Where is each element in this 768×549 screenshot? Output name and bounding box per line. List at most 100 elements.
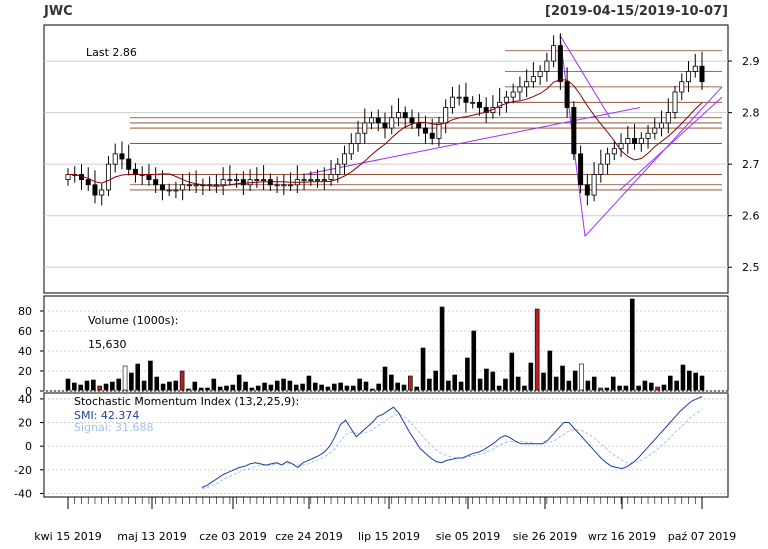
x-tick-label: wrz 16 2019	[588, 530, 656, 543]
volume-bar	[458, 381, 464, 391]
candle-body	[375, 117, 381, 124]
candle-body	[699, 65, 705, 83]
candle-body	[308, 179, 314, 182]
candle-body	[638, 137, 644, 144]
candle-body	[524, 81, 530, 88]
volume-bar	[427, 378, 432, 391]
moving-average-line	[68, 79, 703, 187]
volume-bar	[382, 366, 388, 391]
x-tick-label: paź 07 2019	[668, 530, 736, 543]
volume-tick-label: 60	[18, 325, 32, 338]
candle-body	[166, 189, 172, 192]
candle-body	[261, 179, 267, 182]
volume-bar	[129, 372, 134, 391]
candle-body	[659, 122, 665, 129]
volume-bar	[408, 375, 413, 391]
volume-bar	[268, 384, 274, 391]
candle-body	[180, 184, 186, 191]
candle-body	[564, 81, 570, 108]
volume-bar	[420, 347, 426, 391]
volume-bar	[509, 352, 515, 391]
candle-body	[429, 132, 435, 139]
volume-bar	[198, 387, 204, 391]
volume-bar	[110, 381, 115, 391]
candle-body	[153, 179, 159, 186]
volume-tick-label: 80	[18, 305, 32, 318]
volume-bar	[262, 382, 267, 391]
volume-bar	[312, 382, 318, 391]
signal-line	[201, 409, 703, 490]
candle-body	[348, 143, 354, 155]
candle-body	[227, 179, 233, 182]
volume-bar	[141, 380, 147, 391]
volume-bar	[325, 386, 331, 391]
volume-bar	[274, 380, 280, 391]
candle-body	[551, 45, 557, 62]
candle-body	[449, 96, 455, 108]
volume-bar	[515, 376, 521, 391]
candle-body	[652, 127, 658, 134]
candle-body	[395, 112, 401, 119]
volume-bar	[319, 384, 324, 391]
candle-body	[591, 174, 597, 196]
volume-bar	[610, 376, 616, 391]
trend-line	[619, 96, 723, 191]
volume-bar	[103, 383, 109, 391]
candle-body	[362, 122, 368, 134]
volume-bar	[344, 385, 350, 391]
volume-bar	[148, 360, 153, 391]
candle-body	[315, 179, 321, 182]
volume-bar	[91, 379, 96, 391]
candle-body	[584, 184, 590, 196]
volume-bar	[357, 378, 362, 391]
candle-body	[220, 179, 226, 186]
volume-bar	[338, 382, 343, 391]
volume-bar	[173, 380, 179, 391]
candle-body	[645, 132, 651, 139]
volume-bar	[167, 381, 172, 391]
volume-title: Volume (1000s):	[88, 314, 178, 327]
candle-body	[517, 86, 523, 93]
price-tick-label: 2.6	[742, 210, 760, 223]
volume-bar	[629, 298, 635, 391]
volume-bar	[160, 383, 166, 391]
volume-bar	[598, 387, 603, 391]
volume-tick-label: 40	[18, 345, 32, 358]
volume-bar	[72, 382, 77, 391]
trend-line	[304, 106, 641, 175]
candle-body	[422, 127, 428, 134]
candle-body	[382, 122, 388, 129]
volume-bar	[376, 383, 381, 391]
candle-body	[672, 91, 678, 114]
candle-body	[686, 70, 692, 83]
volume-bar	[522, 385, 527, 391]
volume-bar	[65, 378, 71, 391]
candle-body	[456, 96, 462, 99]
date-range: [2019-04-15/2019-10-07]	[545, 4, 728, 19]
volume-bar	[452, 374, 458, 391]
candle-body	[416, 122, 422, 129]
x-tick-label: cze 24 2019	[275, 530, 343, 543]
x-tick-label: maj 13 2019	[117, 530, 187, 543]
candle-body	[510, 91, 516, 98]
candle-body	[578, 153, 584, 186]
candle-body	[598, 163, 604, 175]
volume-bar	[211, 378, 217, 391]
volume-bar	[350, 385, 356, 391]
volume-bar	[465, 357, 470, 391]
volume-bar	[192, 381, 198, 391]
candle-body	[389, 117, 395, 129]
volume-bar	[667, 375, 673, 391]
candle-body	[281, 184, 287, 187]
volume-bar	[503, 378, 508, 391]
volume-bar	[243, 381, 248, 391]
volume-bar	[439, 306, 445, 391]
volume-bar	[414, 386, 420, 391]
candle-body	[328, 174, 334, 181]
candle-body	[186, 184, 192, 187]
volume-bar	[97, 385, 102, 391]
smi-title: Stochastic Momentum Index (13,2,25,9):	[74, 395, 299, 408]
signal-value-label: Signal: 31.688	[74, 421, 153, 434]
volume-bar	[693, 372, 698, 391]
candle-body	[679, 81, 685, 93]
